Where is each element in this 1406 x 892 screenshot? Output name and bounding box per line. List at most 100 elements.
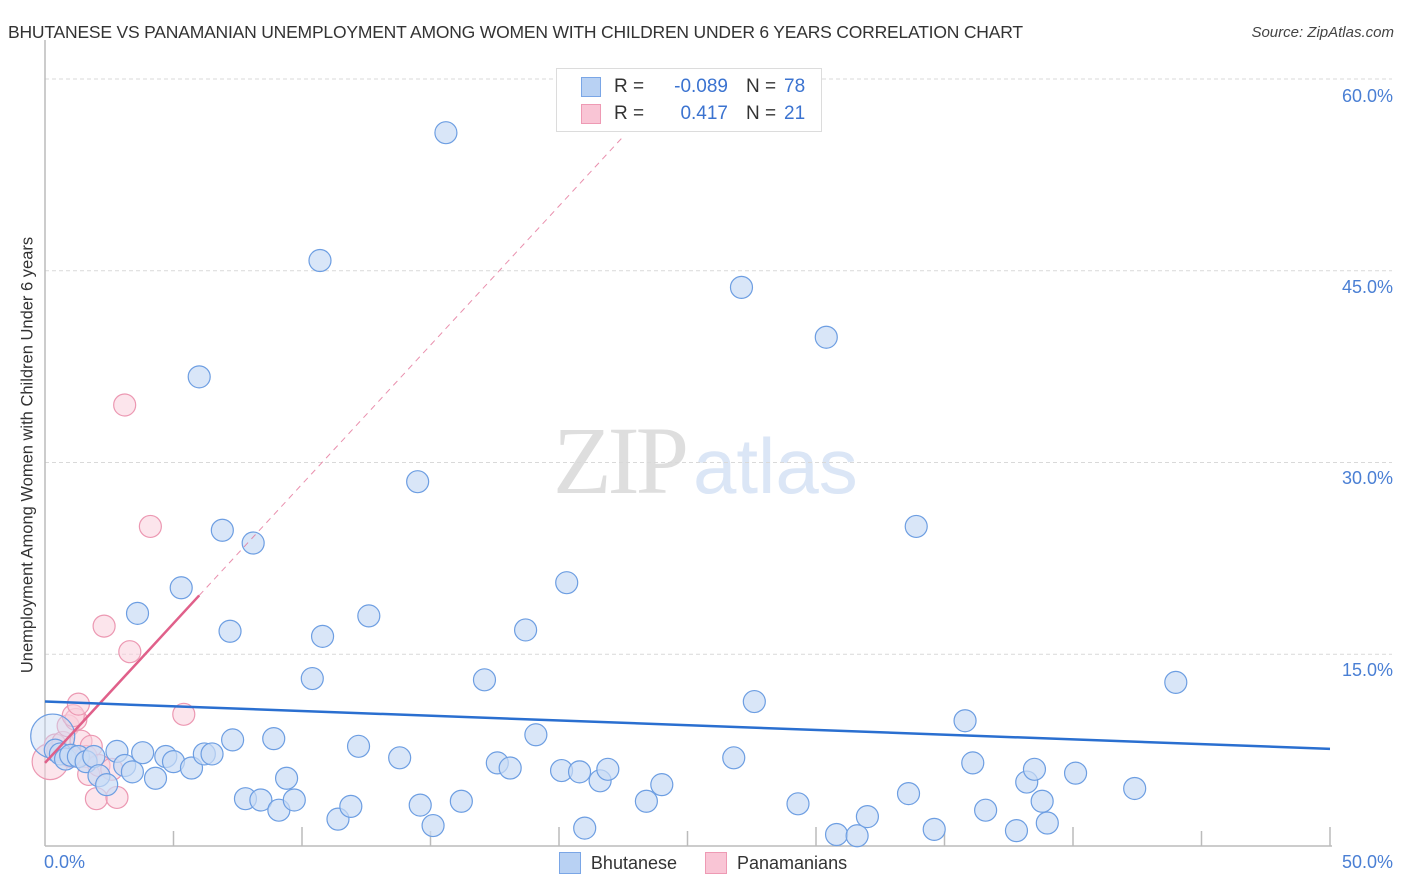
bhutanese-point[interactable]	[200, 742, 224, 766]
bhutanese-point[interactable]	[408, 793, 432, 817]
bhutanese-point[interactable]	[742, 689, 766, 714]
y-tick-45: 45.0%	[1341, 277, 1393, 297]
bhutanese-point[interactable]	[974, 798, 998, 822]
y-tick-15: 15.0%	[1341, 660, 1393, 680]
bhutanese-point[interactable]	[218, 619, 242, 643]
bhutanese-point[interactable]	[824, 822, 849, 847]
bhutanese-point[interactable]	[513, 618, 538, 642]
bhutanese-point[interactable]	[567, 760, 592, 784]
chart-title: BHUTANESE VS PANAMANIAN UNEMPLOYMENT AMO…	[8, 22, 1023, 42]
bhutanese-point[interactable]	[953, 709, 977, 733]
watermark-zip: ZIP	[553, 407, 689, 514]
bhutanese-swatch	[558, 852, 581, 874]
bhutanese-point[interactable]	[722, 746, 746, 770]
zipatlas-watermark: ZIP atlas	[553, 405, 858, 516]
bhutanese-point[interactable]	[82, 744, 106, 769]
bhutanese-trend-line	[44, 700, 1331, 751]
bhutanese-point[interactable]	[573, 816, 597, 840]
legend-label: Bhutanese	[590, 852, 677, 873]
r-label: R =	[614, 103, 645, 124]
bhutanese-point[interactable]	[814, 325, 838, 349]
x-tick-50: 50.0%	[1341, 852, 1393, 872]
bhutanese-point[interactable]	[339, 794, 363, 818]
bhutanese-point[interactable]	[855, 804, 880, 829]
bhutanese-point[interactable]	[262, 727, 286, 751]
bhutanese-point[interactable]	[650, 773, 674, 797]
bhutanese-point[interactable]	[143, 766, 168, 790]
panamanians-point[interactable]	[113, 393, 137, 417]
panamanians-swatch	[581, 104, 601, 124]
n-value: 21	[784, 103, 806, 124]
bhutanese-point[interactable]	[922, 817, 946, 841]
panamanians-point[interactable]	[92, 614, 116, 638]
n-label: N =	[746, 103, 777, 124]
bhutanese-point[interactable]	[282, 788, 306, 812]
bhutanese-point[interactable]	[221, 728, 245, 752]
bhutanese-point[interactable]	[472, 668, 497, 692]
bhutanese-point[interactable]	[434, 121, 458, 145]
bhutanese-point[interactable]	[125, 601, 150, 625]
panamanians-point[interactable]	[172, 702, 196, 726]
bhutanese-point[interactable]	[274, 766, 299, 790]
panamanians-trend-extension	[198, 136, 624, 596]
bhutanese-point[interactable]	[786, 792, 810, 816]
r-label: R =	[614, 76, 645, 97]
trend-lines	[44, 136, 1331, 764]
bhutanese-point[interactable]	[524, 723, 548, 747]
bhutanese-point[interactable]	[210, 518, 234, 542]
r-value: 0.417	[680, 103, 728, 124]
panamanians-swatch	[705, 852, 727, 874]
legend-label: Panamanians	[737, 852, 848, 873]
bhutanese-point[interactable]	[187, 365, 211, 389]
series-legend: Bhutanese Panamanians	[0, 852, 1406, 874]
bhutanese-point[interactable]	[1035, 811, 1059, 835]
legend-row-bhutanese: R = -0.089 N = 78	[581, 75, 805, 99]
bhutanese-point[interactable]	[498, 756, 522, 780]
bhutanese-point[interactable]	[1004, 819, 1029, 843]
n-value: 78	[784, 76, 806, 97]
bhutanese-point[interactable]	[1164, 670, 1188, 694]
bhutanese-point[interactable]	[555, 571, 579, 595]
n-label: N =	[746, 76, 777, 97]
bhutanese-point[interactable]	[249, 788, 273, 812]
source-label: Source: ZipAtlas.com	[1251, 24, 1394, 41]
bhutanese-point[interactable]	[896, 781, 921, 806]
bhutanese-point[interactable]	[131, 741, 155, 765]
bhutanese-point[interactable]	[1123, 776, 1147, 801]
bhutanese-point[interactable]	[346, 734, 371, 758]
bhutanese-point[interactable]	[596, 757, 620, 781]
legend-item-bhutanese[interactable]: Bhutanese	[558, 852, 677, 874]
x-tick-0: 0.0%	[44, 852, 86, 872]
bhutanese-point[interactable]	[300, 666, 324, 691]
panamanians-point[interactable]	[138, 514, 162, 539]
panamanians-point[interactable]	[118, 640, 142, 664]
bhutanese-point[interactable]	[729, 275, 754, 299]
bhutanese-point[interactable]	[1030, 789, 1054, 813]
bhutanese-point[interactable]	[421, 813, 445, 838]
bhutanese-point[interactable]	[308, 248, 332, 273]
panamanians-trend-line	[44, 594, 201, 764]
legend-item-panamanians[interactable]: Panamanians	[705, 852, 847, 874]
correlation-legend: R = -0.089 N = 78 R = 0.417 N = 21	[556, 68, 822, 132]
y-tick-30: 30.0%	[1341, 468, 1393, 488]
bhutanese-point[interactable]	[961, 751, 985, 775]
bhutanese-point[interactable]	[1063, 761, 1088, 785]
bhutanese-point[interactable]	[357, 604, 381, 628]
bhutanese-point[interactable]	[845, 824, 869, 848]
y-axis-label: Unemployment Among Women with Children U…	[18, 236, 37, 674]
bhutanese-point[interactable]	[310, 624, 335, 648]
r-value: -0.089	[674, 76, 728, 97]
bhutanese-points	[30, 121, 1188, 848]
legend-row-panamanians: R = 0.417 N = 21	[581, 102, 805, 126]
bhutanese-point[interactable]	[1022, 757, 1047, 781]
y-tick-60: 60.0%	[1341, 86, 1393, 106]
bhutanese-point[interactable]	[95, 773, 119, 797]
bhutanese-point[interactable]	[388, 746, 412, 770]
bhutanese-point[interactable]	[634, 789, 658, 813]
bhutanese-point[interactable]	[904, 514, 928, 539]
bhutanese-point[interactable]	[449, 789, 473, 813]
bhutanese-point[interactable]	[241, 531, 265, 555]
bhutanese-point[interactable]	[120, 760, 144, 784]
bhutanese-point[interactable]	[169, 576, 193, 600]
bhutanese-point[interactable]	[406, 470, 430, 494]
